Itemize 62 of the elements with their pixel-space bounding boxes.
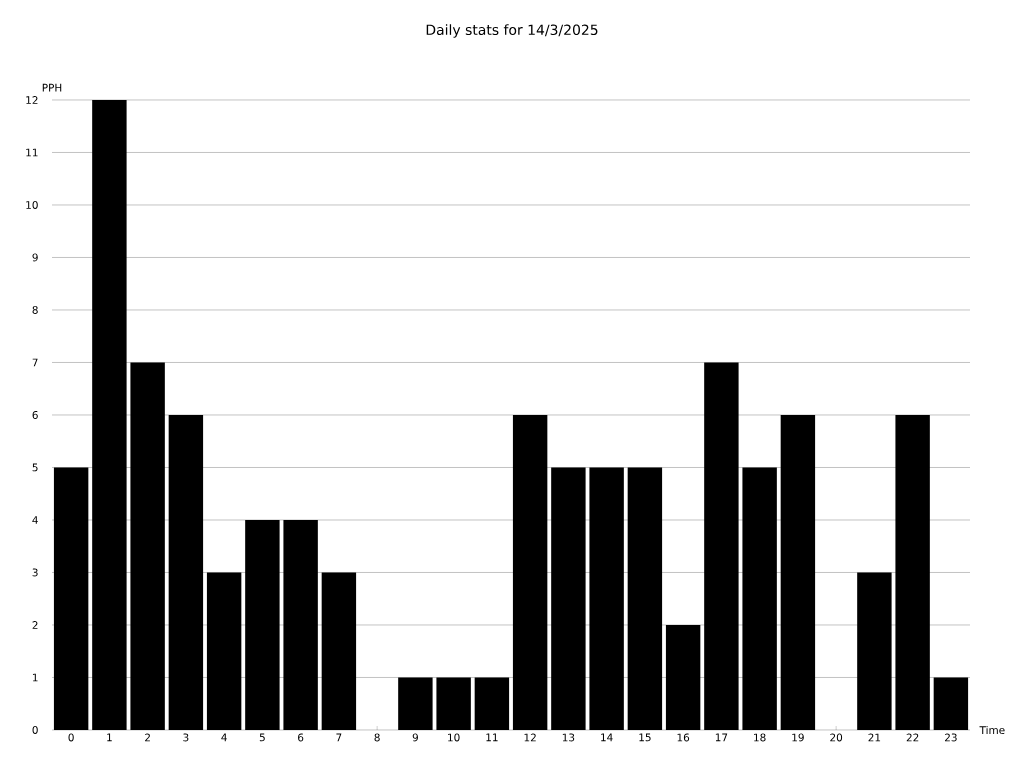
x-tick-label: 0: [68, 733, 74, 742]
bar: [53, 467, 89, 730]
x-tick-label: 22: [906, 733, 919, 742]
y-tick-label: 8: [32, 306, 38, 314]
y-tick-label: 2: [32, 621, 38, 629]
x-tick-label: 16: [677, 733, 690, 742]
bar: [168, 414, 204, 730]
x-tick-label: 13: [562, 733, 575, 742]
x-tick-label: 18: [754, 733, 766, 742]
y-tick-label: 12: [26, 96, 38, 104]
y-tick-label: 11: [26, 148, 38, 157]
x-tick-label: 10: [448, 733, 460, 742]
bar: [933, 677, 969, 730]
bar: [206, 572, 242, 730]
y-axis-title: PPH: [42, 83, 62, 92]
x-tick-label: 4: [221, 733, 227, 742]
x-tick-label: 8: [374, 733, 380, 742]
x-tick-label: 3: [183, 733, 189, 742]
bar: [283, 519, 318, 730]
bar: [321, 572, 357, 730]
x-tick-label: 20: [830, 733, 843, 742]
bar: [665, 624, 701, 730]
x-tick-label: 21: [868, 733, 881, 742]
x-tick-label: 6: [298, 733, 304, 742]
x-tick-label: 1: [107, 733, 112, 742]
chart-title: Daily stats for 14/3/2025: [426, 24, 598, 38]
x-tick-label: 7: [336, 733, 342, 742]
x-tick-label: 14: [601, 733, 613, 742]
x-tick-label: 11: [486, 733, 498, 742]
y-tick-label: 7: [32, 358, 38, 367]
bar: [704, 362, 739, 730]
bar: [398, 677, 433, 730]
bar: [512, 414, 548, 730]
bar: [895, 414, 930, 730]
bar: [780, 414, 816, 730]
x-tick-label: 9: [412, 733, 418, 742]
x-tick-label: 19: [792, 733, 804, 742]
bar: [742, 467, 777, 730]
y-tick-label: 5: [32, 463, 38, 472]
y-tick-label: 3: [32, 568, 38, 577]
x-tick-label: 23: [945, 733, 957, 742]
x-tick-label: 17: [715, 733, 728, 742]
y-tick-label: 10: [26, 201, 38, 209]
x-axis-title: Time: [979, 725, 1005, 735]
bar: [627, 467, 663, 730]
x-tick-label: 5: [259, 733, 265, 742]
bar: [474, 677, 510, 730]
x-tick-label: 12: [524, 733, 536, 742]
bar: [589, 467, 624, 730]
y-tick-label: 4: [32, 516, 38, 524]
bar: [436, 677, 471, 730]
bar: [92, 99, 127, 730]
y-tick-label: 1: [32, 673, 38, 682]
y-tick-label: 9: [32, 253, 38, 262]
x-tick-label: 2: [145, 733, 150, 742]
bar: [551, 467, 586, 730]
y-tick-label: 0: [32, 726, 38, 734]
x-tick-label: 15: [639, 733, 651, 742]
bar: [130, 362, 165, 730]
y-tick-label: 6: [32, 411, 38, 419]
bar: [857, 572, 892, 730]
bar: [245, 519, 280, 730]
